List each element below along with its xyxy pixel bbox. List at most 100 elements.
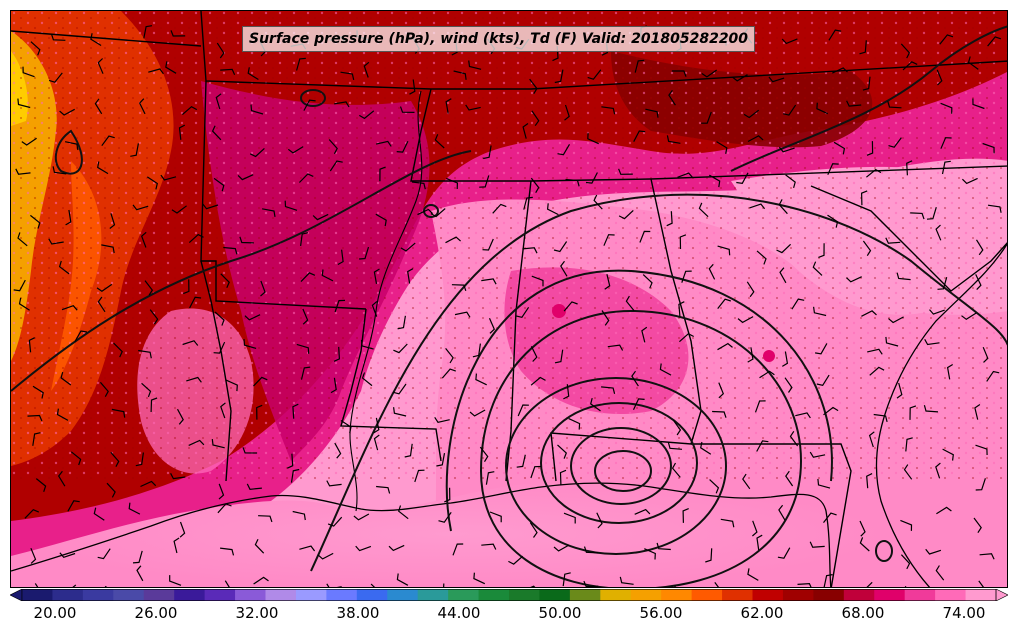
colorbar-segment xyxy=(174,589,206,601)
wind-barb xyxy=(179,521,186,538)
colorbar-segment xyxy=(813,589,845,601)
wind-barb xyxy=(827,163,839,175)
wind-barb xyxy=(220,402,226,419)
wind-barb xyxy=(823,512,837,523)
wind-barb xyxy=(785,470,794,487)
wind-barb xyxy=(99,381,109,397)
wind-barb xyxy=(138,98,146,115)
wind-barb xyxy=(242,447,258,454)
wind-barb xyxy=(672,419,682,436)
wind-barb xyxy=(564,104,570,121)
wind-barb xyxy=(619,576,634,585)
wind-barb xyxy=(961,177,978,185)
wind-barb xyxy=(178,124,186,140)
wind-barb xyxy=(361,372,373,387)
wind-barb xyxy=(791,298,805,310)
colorbar-segment xyxy=(326,589,358,601)
wind-barb xyxy=(52,166,67,175)
wind-barb xyxy=(370,583,376,587)
colorbar-segment xyxy=(356,589,388,601)
wind-barb xyxy=(296,343,310,354)
wind-barb xyxy=(644,548,656,560)
wind-barb xyxy=(972,98,985,110)
wind-barb xyxy=(290,468,300,483)
wind-barb xyxy=(138,349,152,359)
wind-barb xyxy=(217,503,232,514)
colorbar-extend-low xyxy=(10,589,23,601)
wind-barb xyxy=(668,89,676,106)
wind-barb xyxy=(618,209,634,220)
wind-barb xyxy=(452,543,464,556)
wind-barb xyxy=(359,246,370,260)
wind-barb xyxy=(923,405,939,413)
wind-barb xyxy=(747,347,754,363)
wind-barb xyxy=(940,102,953,114)
moist-spot xyxy=(552,304,566,318)
wind-barb xyxy=(975,239,984,256)
colorbar-tick-label: 56.00 xyxy=(639,604,683,622)
wind-barb xyxy=(417,208,434,216)
wind-barb xyxy=(781,38,798,45)
wind-barb xyxy=(718,382,725,399)
colorbar-segment xyxy=(630,589,662,601)
wind-barb xyxy=(785,174,796,189)
wind-barb xyxy=(388,544,405,552)
wind-barb xyxy=(468,60,482,70)
wind-barb xyxy=(407,268,414,284)
wind-barb xyxy=(445,98,452,114)
wind-barb xyxy=(300,272,316,283)
wind-barb xyxy=(789,430,799,447)
colorbar-segment xyxy=(782,589,814,601)
wind-barb xyxy=(530,465,541,479)
wind-barb xyxy=(334,442,342,459)
wind-barb xyxy=(809,451,826,458)
wind-barb xyxy=(747,135,764,143)
wind-barb xyxy=(817,478,831,489)
colorbar-segment xyxy=(843,589,875,601)
wind-barb xyxy=(530,177,540,194)
wind-barb xyxy=(936,69,943,86)
wind-barb xyxy=(247,67,259,81)
wind-barb xyxy=(430,208,446,218)
wind-barb xyxy=(258,515,273,523)
colorbar-segment xyxy=(509,589,540,601)
wind-barb xyxy=(132,550,143,564)
wind-barb xyxy=(300,232,309,247)
wind-barb xyxy=(287,146,304,154)
wind-barb xyxy=(70,451,82,466)
wind-barb xyxy=(906,160,913,176)
wind-barb xyxy=(714,582,719,587)
wind-barb xyxy=(239,236,254,244)
colorbar-segment xyxy=(752,589,784,601)
wind-barb xyxy=(987,204,1002,213)
wind-barb xyxy=(961,312,977,321)
wind-barb xyxy=(202,203,219,210)
wind-barb xyxy=(375,140,392,147)
wind-barb xyxy=(832,67,848,74)
wind-barb xyxy=(568,418,581,430)
wind-barb xyxy=(189,296,202,309)
wind-barb xyxy=(299,545,316,552)
colorbar-segment xyxy=(569,589,601,601)
wind-barb xyxy=(465,104,481,111)
wind-barb xyxy=(400,242,416,252)
wind-barb xyxy=(732,74,748,82)
wind-barb xyxy=(224,580,230,587)
wind-barb xyxy=(709,174,721,188)
wind-barb xyxy=(557,444,568,459)
wind-barb xyxy=(360,339,374,350)
colorbar-segment xyxy=(143,589,175,601)
wind-barb xyxy=(585,172,598,184)
wind-barb xyxy=(321,269,334,282)
colorbar-segment xyxy=(265,589,297,601)
wind-barb xyxy=(866,581,873,587)
wind-barb xyxy=(396,140,409,153)
wind-barb xyxy=(333,346,341,362)
wind-barb xyxy=(554,349,564,364)
wind-barb xyxy=(716,141,728,154)
map-panel: Surface pressure (hPa), wind (kts), Td (… xyxy=(10,10,1008,588)
wind-barb xyxy=(754,400,766,413)
wind-barb xyxy=(813,306,827,317)
wind-barb xyxy=(973,517,982,534)
wind-barb xyxy=(489,511,502,523)
